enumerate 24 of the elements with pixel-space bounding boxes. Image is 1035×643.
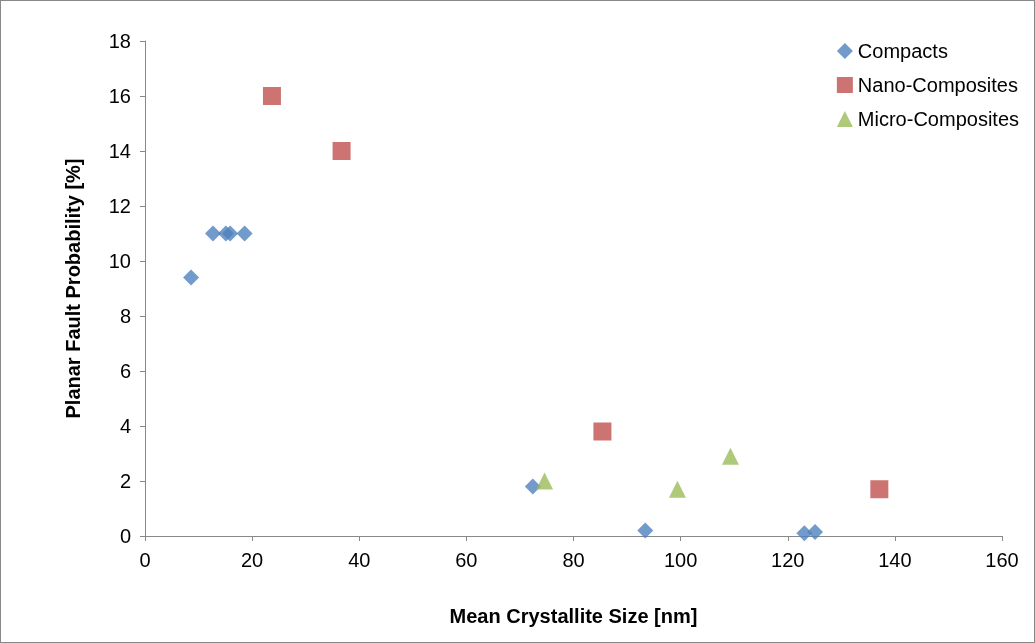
y-axis-title: Planar Fault Probability [%]	[62, 158, 84, 419]
legend-label: Nano-Composites	[857, 74, 1018, 96]
x-tick-label: 40	[348, 549, 371, 571]
y-tick-label: 0	[119, 525, 131, 547]
y-tick-label: 18	[108, 30, 131, 52]
y-tick-label: 12	[108, 195, 131, 217]
legend-label: Micro-Composites	[857, 108, 1020, 130]
y-tick-label: 4	[119, 415, 131, 437]
x-tick-label: 160	[985, 549, 1019, 571]
x-axis-title: Mean Crystallite Size [nm]	[449, 605, 698, 627]
y-tick-label: 16	[108, 85, 131, 107]
x-tick-label: 100	[663, 549, 698, 571]
x-tick-label: 20	[241, 549, 264, 571]
x-tick-label: 120	[771, 549, 805, 571]
x-tick-label: 0	[139, 549, 151, 571]
y-tick-label: 6	[119, 360, 131, 382]
y-tick-label: 14	[108, 140, 131, 162]
x-tick-label: 60	[455, 549, 478, 571]
legend-label: Compacts	[857, 40, 948, 62]
x-tick-label: 80	[562, 549, 585, 571]
y-tick-label: 10	[108, 250, 131, 272]
y-tick-label: 2	[119, 470, 131, 492]
x-tick-label: 140	[878, 549, 912, 571]
y-tick-label: 8	[119, 305, 131, 327]
